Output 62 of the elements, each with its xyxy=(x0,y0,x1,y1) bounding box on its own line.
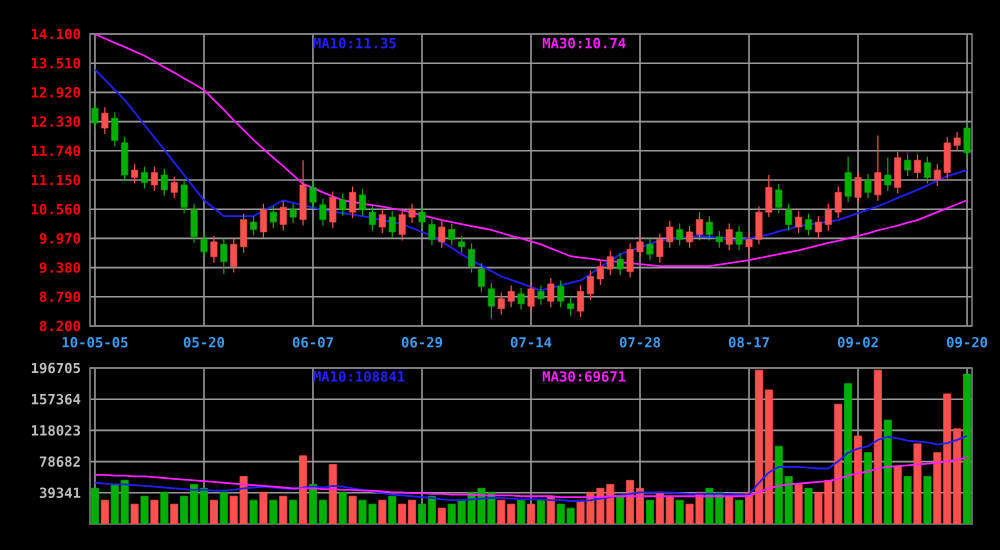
candlestick xyxy=(368,205,376,232)
candlestick xyxy=(904,153,912,177)
candlestick xyxy=(805,213,812,237)
candlestick xyxy=(725,222,733,251)
candlestick xyxy=(874,134,882,202)
candlestick xyxy=(309,180,317,209)
candlestick xyxy=(378,208,386,234)
candlestick xyxy=(567,297,575,317)
candlestick xyxy=(795,210,803,234)
candlestick xyxy=(517,287,525,311)
candlestick xyxy=(190,203,198,244)
candlestick xyxy=(448,222,456,246)
candlestick xyxy=(200,232,208,259)
candlestick xyxy=(705,215,713,241)
candlestick xyxy=(735,225,743,251)
candlestick xyxy=(250,215,257,237)
candlestick xyxy=(220,237,228,275)
candlestick xyxy=(646,237,654,261)
candlestick xyxy=(279,200,287,232)
candlestick xyxy=(141,166,148,190)
candlestick xyxy=(487,282,495,320)
candlestick xyxy=(150,166,158,192)
candlestick xyxy=(418,205,426,229)
candlestick xyxy=(557,279,565,308)
candlestick xyxy=(180,178,188,214)
candlestick xyxy=(388,210,396,239)
candlestick xyxy=(259,203,267,239)
candlestick xyxy=(160,168,168,197)
candlestick xyxy=(131,163,139,185)
candlestick xyxy=(359,188,366,217)
candlestick xyxy=(537,284,545,306)
candlestick xyxy=(121,136,129,182)
candlestick xyxy=(864,173,872,199)
candlestick xyxy=(616,252,624,276)
candlestick xyxy=(527,282,535,313)
candlestick xyxy=(170,175,178,199)
candlestick xyxy=(269,205,277,229)
candlestick xyxy=(963,121,971,160)
candlestick xyxy=(923,156,931,185)
candlestick xyxy=(894,151,902,194)
candlestick xyxy=(477,262,485,293)
candlestick xyxy=(101,106,109,135)
candlestick xyxy=(428,218,436,246)
candlestick xyxy=(299,159,307,227)
candlestick xyxy=(210,235,218,264)
candlestick xyxy=(854,170,862,204)
candlestick xyxy=(775,183,783,214)
candlestick xyxy=(329,190,337,229)
candlestick xyxy=(339,193,347,217)
candlestick xyxy=(547,277,555,308)
candlestick xyxy=(349,185,357,219)
candlestick xyxy=(438,220,446,249)
candlestick xyxy=(844,156,852,203)
candlestick xyxy=(468,242,476,274)
candlestick xyxy=(289,203,297,224)
candlestick xyxy=(91,101,99,130)
candlestick xyxy=(914,153,921,180)
candlestick xyxy=(884,157,892,192)
candlestick xyxy=(111,111,119,147)
candlestick xyxy=(319,198,327,227)
candlestick xyxy=(676,222,684,246)
candlestick xyxy=(785,203,793,232)
